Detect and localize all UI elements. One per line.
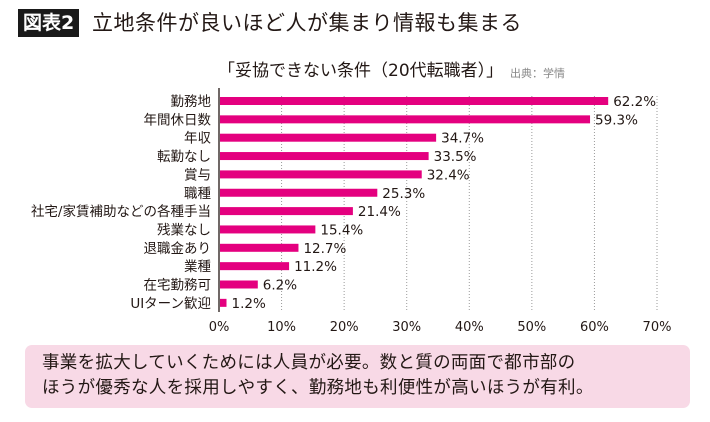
category-label: 年収	[184, 131, 211, 147]
x-tick-label: 70%	[643, 320, 672, 335]
category-label: UIターン歓迎	[130, 296, 211, 312]
x-tick-label: 50%	[517, 320, 546, 335]
x-tick-label: 20%	[330, 320, 359, 335]
category-label: 在宅勤務可	[144, 278, 212, 294]
value-label: 33.5%	[434, 149, 477, 165]
category-label: 退職金あり	[144, 241, 212, 257]
note-text: 事業を拡大していくためには人員が必要。数と質の両面で都市部の ほうが優秀な人を採…	[42, 351, 594, 401]
bar-chart: 0% 10% 20% 30% 40% 50% 60% 70% 勤務地 62.2% 年間休日数 59.3…	[31, 88, 672, 335]
chart-title: 「妥協できない条件（20代転職者）」	[218, 61, 504, 81]
bar	[220, 225, 316, 234]
bar	[220, 152, 429, 161]
bar	[220, 298, 227, 307]
x-tick-label: 10%	[267, 320, 296, 335]
bar	[220, 170, 422, 179]
value-label: 25.3%	[382, 186, 425, 202]
value-label: 1.2%	[232, 296, 266, 312]
category-label: 社宅/家賃補助などの各種手当	[31, 203, 211, 220]
x-tick-label: 60%	[580, 320, 609, 335]
bar	[220, 243, 299, 252]
bar	[220, 133, 437, 142]
note-line-2: ほうが優秀な人を採用しやすく、勤務地も利便性が高いほうが有利。	[42, 378, 594, 398]
value-label: 32.4%	[427, 167, 470, 183]
category-label: 賞与	[184, 167, 211, 183]
bar	[220, 97, 609, 105]
bar	[220, 188, 378, 197]
category-label: 年間休日数	[144, 112, 212, 128]
x-tick-label: 30%	[392, 320, 421, 335]
category-label: 職種	[184, 186, 211, 202]
value-label: 21.4%	[358, 204, 401, 220]
value-label: 15.4%	[320, 222, 363, 238]
chart-source: 出典：学情	[510, 67, 565, 80]
x-tick-label: 0%	[209, 320, 230, 335]
note-box: 事業を拡大していくためには人員が必要。数と質の両面で都市部の ほうが優秀な人を採…	[25, 345, 690, 408]
note-line-1: 事業を拡大していくためには人員が必要。数と質の両面で都市部の	[42, 353, 576, 373]
value-label: 62.2%	[613, 94, 656, 110]
value-label: 12.7%	[303, 241, 346, 257]
x-tick-label: 40%	[455, 320, 484, 335]
figure-title: 立地条件が良いほど人が集まり情報も集まる	[92, 11, 522, 35]
bar	[220, 280, 258, 289]
category-label: 残業なし	[157, 222, 211, 238]
value-label: 11.2%	[294, 259, 337, 275]
category-label: 業種	[184, 259, 211, 275]
figure-number-badge: 図表2	[18, 9, 80, 37]
bar	[220, 207, 353, 216]
value-label: 59.3%	[595, 112, 638, 128]
value-label: 34.7%	[441, 131, 484, 147]
value-label: 6.2%	[263, 278, 297, 294]
bar	[220, 115, 591, 124]
bar	[220, 262, 290, 271]
category-label: 転勤なし	[157, 149, 211, 165]
category-label: 勤務地	[171, 94, 212, 110]
